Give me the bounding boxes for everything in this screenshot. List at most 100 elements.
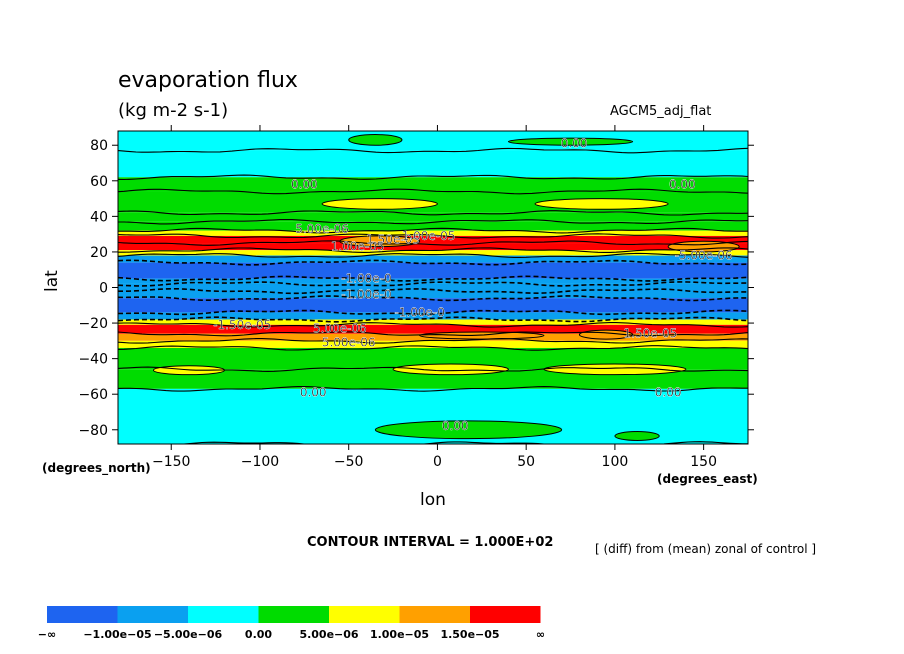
contour-label-16: 0.00	[655, 385, 682, 399]
contour-line-5	[118, 227, 748, 234]
patch-12	[614, 431, 660, 441]
legend-label-3: 0.00	[245, 628, 272, 641]
chart-title: evaporation flux	[118, 68, 298, 93]
band-14	[118, 283, 748, 299]
band-2	[118, 177, 748, 192]
contour-label-4: 1.50e-05	[366, 232, 420, 246]
band-9	[118, 250, 748, 256]
y-tick-label-6: −40	[78, 352, 108, 368]
contour-label-9: -1.00e-0	[341, 288, 391, 302]
contour-line-17	[118, 322, 748, 328]
contour-labels: 0.000.00 0.005.00e-061.50e-051.00e-051.00…	[213, 136, 733, 433]
contour-line-18	[118, 331, 748, 337]
color-legend: −∞ −1.00e−05 −5.00e−06 0.00 5.00e−06 1.00e−05…	[38, 606, 545, 641]
contour-line-16	[118, 316, 748, 323]
patch-10	[507, 137, 634, 146]
contour-label-17: 0.00	[442, 419, 469, 433]
x-tick-label-1: −100	[241, 454, 279, 470]
x-axis-label: lon	[420, 490, 446, 510]
contour-line-0	[118, 147, 748, 154]
band-7	[118, 235, 748, 244]
contour-line-4	[118, 218, 748, 225]
y-axis: 80 60 40 20 0 −20 −40 −60 −80	[78, 138, 754, 439]
band-17	[118, 319, 748, 325]
plot-area	[118, 131, 748, 444]
x-tick-label-6: 150	[690, 454, 717, 470]
legend-swatch-4	[329, 606, 400, 623]
contour-label-1: 0.00	[291, 177, 318, 191]
patch-1	[534, 198, 669, 210]
legend-label-7: ∞	[536, 628, 545, 641]
x-tick-label-2: −50	[334, 454, 364, 470]
band-6	[118, 230, 748, 236]
legend-label-5: 1.00e−05	[370, 628, 429, 641]
contour-line-15	[118, 309, 748, 316]
legend-label-2: −5.00e−06	[154, 628, 223, 641]
y-tick-label-4: 0	[99, 281, 108, 297]
contour-line-2	[118, 188, 748, 195]
contour-line-7	[118, 240, 748, 246]
band-12	[118, 278, 748, 284]
contour-line-19	[118, 338, 748, 344]
contour-line-22	[118, 386, 748, 392]
contour-interval-note: CONTOUR INTERVAL = 1.000E+02	[307, 535, 554, 550]
y-tick-label-7: −60	[78, 387, 108, 403]
contour-line-13	[118, 288, 748, 295]
patch-9	[348, 134, 403, 146]
legend-label-6: 1.50e−05	[440, 628, 499, 641]
legend-label-1: −1.00e−05	[83, 628, 151, 641]
band-15	[118, 298, 748, 313]
y-tick-label-8: −80	[78, 423, 108, 439]
legend-label-4: 5.00e−06	[299, 628, 358, 641]
contour-label-7: -5.00e-06	[675, 248, 733, 262]
contour-label-2: 0.00	[669, 177, 696, 191]
contour-line-21	[118, 366, 748, 372]
contour-line-1	[118, 174, 748, 181]
legend-swatch-1	[117, 606, 188, 623]
patch-2	[392, 363, 509, 376]
band-5	[118, 221, 748, 231]
contour-label-14: 5.00e-06	[322, 336, 376, 350]
legend-swatch-0	[47, 606, 118, 623]
y-tick-label-3: 20	[90, 245, 108, 261]
contour-line-6	[118, 233, 748, 239]
patch-0	[321, 198, 438, 210]
x-tick-label-5: 100	[602, 454, 629, 470]
y-tick-label-0: 80	[90, 138, 108, 154]
legend-swatch-3	[258, 606, 329, 623]
legend-label-0: −∞	[38, 628, 56, 641]
legend-swatch-6	[470, 606, 541, 623]
contour-line-11	[118, 275, 748, 282]
y-tick-label-2: 40	[90, 209, 108, 225]
contour-line-8	[118, 247, 748, 253]
legend-swatch-2	[188, 606, 259, 623]
contour-line-10	[118, 259, 748, 266]
y-tick-label-1: 60	[90, 174, 108, 190]
band-20	[118, 340, 748, 348]
contour-line-3	[118, 210, 748, 216]
contour-label-15: 0.00	[300, 385, 327, 399]
patch-5	[667, 240, 740, 253]
contour-label-13: 1.50e-05	[624, 327, 678, 341]
x-tick-label-3: 0	[433, 454, 442, 470]
contour-label-11: -1.50e-05	[213, 318, 271, 332]
band-11	[118, 262, 748, 279]
contour-label-3: 5.00e-06	[295, 222, 349, 236]
contour-line-23	[178, 441, 748, 444]
contour-label-12: 5.00e-06	[313, 321, 367, 335]
contour-line-12	[118, 281, 748, 287]
contour-label-10: -1.00e-0	[394, 305, 444, 319]
legend-swatch-5	[399, 606, 470, 623]
contour-lines	[118, 147, 748, 444]
contour-label-6: 1.00e-05	[331, 240, 385, 254]
contour-label-5: 1.00e-05	[402, 229, 456, 243]
band-8	[118, 243, 748, 251]
diff-note: [ (diff) from (mean) zonal of control ]	[595, 542, 817, 556]
x-tick-label-0: −150	[152, 454, 190, 470]
x-axis: −150 −100 −50 0 50 100 150	[152, 125, 717, 470]
patch-11	[374, 420, 563, 440]
band-16	[118, 312, 748, 320]
band-10	[118, 255, 748, 263]
contour-line-14	[118, 295, 748, 302]
